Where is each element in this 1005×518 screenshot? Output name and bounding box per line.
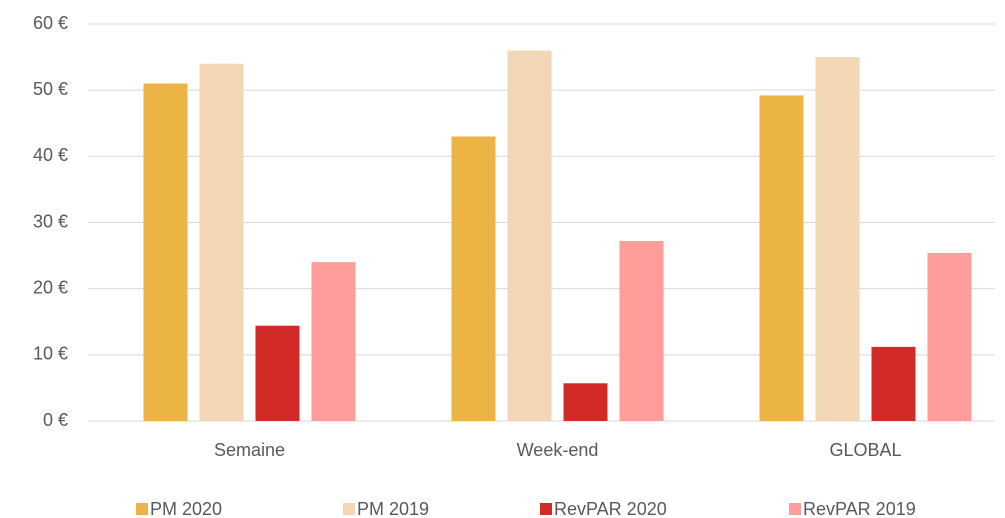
legend-label: RevPAR 2019 (803, 499, 916, 518)
legend-swatch (540, 503, 552, 515)
y-tick-label: 60 € (33, 13, 68, 33)
bar (619, 241, 664, 421)
y-tick-label: 50 € (33, 79, 68, 99)
y-tick-label: 40 € (33, 145, 68, 165)
bar (143, 83, 188, 422)
bar (759, 95, 804, 422)
bar (199, 63, 244, 421)
bar (451, 136, 496, 421)
y-tick-label: 20 € (33, 277, 68, 297)
legend-swatch (136, 503, 148, 515)
legend-label: PM 2020 (150, 499, 222, 518)
bar (815, 57, 860, 421)
y-tick-label: 30 € (33, 211, 68, 231)
legend-label: RevPAR 2020 (554, 499, 667, 518)
bar (311, 262, 356, 421)
x-tick-label: Semaine (214, 440, 285, 460)
bar (507, 50, 552, 421)
bar (927, 252, 972, 421)
legend-swatch (343, 503, 355, 515)
bar (563, 383, 608, 421)
y-tick-label: 10 € (33, 344, 68, 364)
legend-swatch (789, 503, 801, 515)
x-tick-label: GLOBAL (829, 440, 901, 460)
y-tick-label: 0 € (43, 410, 68, 430)
bar (255, 325, 300, 421)
x-tick-label: Week-end (517, 440, 599, 460)
legend-label: PM 2019 (357, 499, 429, 518)
bar (871, 346, 916, 421)
